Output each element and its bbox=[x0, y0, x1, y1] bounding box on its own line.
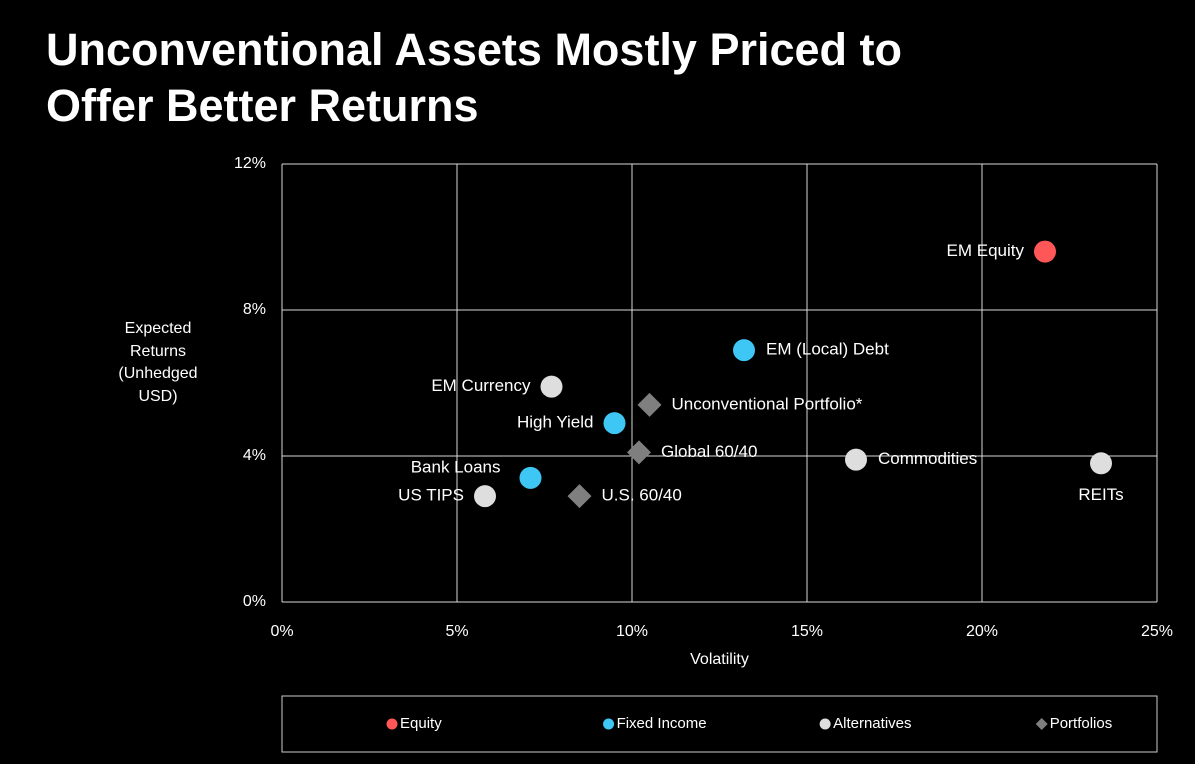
point-label: EM (Local) Debt bbox=[766, 340, 889, 359]
legend-box bbox=[281, 695, 1158, 753]
x-tick-label: 10% bbox=[616, 623, 648, 640]
scatter-point bbox=[819, 718, 831, 730]
scatter-point bbox=[519, 466, 542, 489]
legend-label: Portfolios bbox=[1050, 715, 1113, 732]
scatter-point bbox=[1090, 452, 1112, 475]
x-axis-label: Volatility bbox=[690, 651, 749, 668]
point-label: Unconventional Portfolio* bbox=[672, 394, 863, 413]
point-label: US TIPS bbox=[398, 486, 464, 505]
y-tick-label: 4% bbox=[243, 447, 266, 464]
y-axis-label: Expected Returns (Unhedged USD) bbox=[118, 320, 198, 405]
scatter-point bbox=[733, 339, 755, 362]
point-label: EM Currency bbox=[431, 376, 531, 395]
x-tick-label: 15% bbox=[791, 623, 823, 640]
diamond-point bbox=[637, 392, 662, 417]
scatter-point bbox=[603, 412, 626, 435]
y-tick-label: 0% bbox=[243, 593, 266, 610]
diamond-point bbox=[567, 484, 592, 509]
scatter-point bbox=[474, 485, 496, 508]
x-tick-label: 25% bbox=[1141, 623, 1173, 640]
scatter-point bbox=[386, 718, 398, 730]
point-label: Global 60/40 bbox=[661, 442, 757, 461]
diamond-point bbox=[1035, 718, 1048, 730]
y-tick-label: 8% bbox=[243, 301, 266, 318]
x-tick-label: 5% bbox=[445, 623, 468, 640]
x-tick-label: 20% bbox=[966, 623, 998, 640]
scatter-point bbox=[540, 375, 563, 398]
point-label: U.S. 60/40 bbox=[602, 486, 682, 505]
legend-label: Equity bbox=[400, 715, 442, 732]
scatter-point bbox=[845, 448, 867, 471]
legend-label: Alternatives bbox=[833, 715, 911, 732]
diamond-point bbox=[627, 440, 651, 465]
legend-label: Fixed Income bbox=[617, 715, 707, 732]
point-label: Bank Loans bbox=[411, 457, 501, 476]
point-label: REITs bbox=[1078, 485, 1123, 504]
scatter-point bbox=[603, 718, 615, 730]
y-tick-label: 12% bbox=[234, 155, 266, 172]
point-label: High Yield bbox=[517, 413, 594, 432]
x-tick-label: 0% bbox=[270, 623, 293, 640]
chart-title: Unconventional Assets Mostly Priced to O… bbox=[46, 24, 903, 131]
point-label: Commodities bbox=[878, 449, 977, 468]
point-label: EM Equity bbox=[947, 241, 1025, 260]
scatter-point bbox=[1034, 240, 1056, 263]
